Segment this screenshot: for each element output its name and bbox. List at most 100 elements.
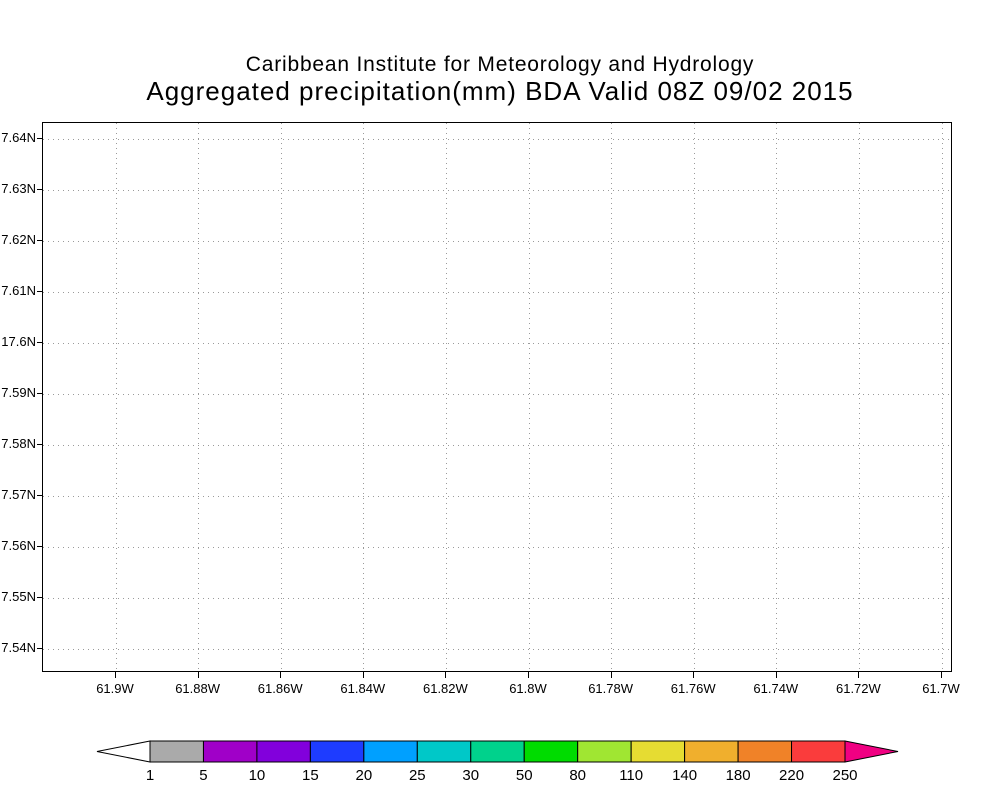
colorbar-segment (149, 740, 204, 763)
x-tick-label: 61.9W (96, 681, 134, 696)
x-tick-label: 61.76W (670, 681, 716, 696)
x-tick-mark (941, 672, 942, 678)
colorbar-segment (791, 740, 846, 763)
y-tick-mark (37, 648, 42, 649)
horizontal-gridline (43, 393, 951, 395)
vertical-gridline (198, 123, 200, 671)
colorbar-boundary-label: 25 (409, 767, 426, 784)
x-tick-mark (362, 672, 364, 678)
vertical-gridline (941, 123, 943, 671)
x-tick-mark (197, 672, 199, 678)
y-tick-mark (37, 342, 42, 343)
colorbar-boundary-label: 80 (569, 767, 586, 784)
horizontal-gridline (43, 240, 951, 242)
colorbar-boundary-label: 220 (779, 767, 804, 784)
y-tick-label: 7.55N (1, 589, 36, 604)
x-tick-label: 61.84W (340, 681, 386, 696)
x-tick-mark (528, 672, 529, 678)
vertical-gridline (858, 123, 860, 671)
colorbar-segment (684, 740, 739, 763)
vertical-gridline (776, 123, 778, 671)
colorbar-segment (256, 740, 311, 763)
horizontal-gridline (43, 597, 951, 599)
y-tick-label: 7.64N (1, 130, 36, 145)
horizontal-gridline (43, 444, 951, 446)
vertical-gridline (280, 123, 282, 671)
x-tick-label: 61.88W (175, 681, 220, 696)
y-tick-mark (37, 495, 42, 496)
horizontal-gridline (43, 495, 951, 497)
colorbar-boundary-label: 180 (726, 767, 751, 784)
colorbar-boundary-label: 140 (672, 767, 697, 784)
colorbar-legend: 1 5 10 15 20 25 30 50 80 110 140 180 220 250 (96, 740, 899, 784)
x-tick-label: 61.72W (835, 681, 881, 696)
y-tick-mark (37, 444, 42, 445)
colorbar-segment (577, 740, 632, 763)
x-tick-mark (115, 672, 116, 678)
colorbar-segment (309, 740, 365, 763)
y-tick-label: 7.63N (1, 181, 36, 196)
colorbar-segment (363, 740, 418, 763)
colorbar-boundary-label: 15 (302, 767, 319, 784)
colorbar-boundary-label: 110 (619, 767, 643, 784)
y-tick-label: 7.56N (1, 538, 36, 553)
y-tick-label: 17.6N (1, 334, 36, 349)
colorbar-segment (523, 740, 579, 763)
x-tick-label: 61.82W (422, 681, 468, 696)
colorbar-segment (737, 740, 793, 763)
colorbar-boundary-label: 20 (356, 767, 373, 784)
y-tick-mark (37, 291, 42, 292)
map-plot-area (42, 122, 952, 672)
horizontal-gridline (43, 648, 951, 650)
y-tick-label: 7.61N (1, 283, 36, 298)
colorbar-boundary-label: 1 (146, 767, 154, 784)
x-tick-mark (775, 672, 777, 678)
x-tick-label: 61.78W (588, 681, 633, 696)
institution-title: Caribbean Institute for Meteorology and … (245, 53, 755, 76)
y-tick-mark (37, 138, 42, 139)
colorbar-boundary-label: 10 (249, 767, 266, 784)
y-tick-label: 7.57N (1, 487, 36, 502)
x-tick-mark (280, 672, 282, 678)
horizontal-gridline (43, 291, 951, 293)
vertical-gridline (611, 123, 613, 671)
colorbar-right-arrow (844, 740, 899, 763)
colorbar-boundary-label: 30 (462, 767, 479, 784)
x-tick-label: 61.8W (509, 681, 547, 696)
y-tick-label: 7.59N (1, 385, 36, 400)
x-tick-label: 61.7W (922, 681, 960, 696)
chart-title: Aggregated precipitation(mm) BDA Valid 0… (146, 76, 854, 106)
colorbar-boundary-label: 250 (832, 767, 857, 784)
y-tick-mark (37, 546, 42, 547)
y-tick-mark (37, 240, 42, 241)
x-tick-label: 61.74W (753, 681, 799, 696)
colorbar-segment (202, 740, 258, 763)
colorbar-boundary-label: 5 (199, 767, 207, 784)
y-tick-label: 7.54N (1, 640, 36, 655)
horizontal-gridline (43, 342, 951, 344)
vertical-gridline (693, 123, 695, 671)
vertical-gridline (115, 123, 117, 671)
vertical-gridline (528, 123, 530, 671)
colorbar-boundary-label: 50 (516, 767, 533, 784)
colorbar-left-arrow (96, 740, 151, 763)
horizontal-gridline (43, 138, 951, 140)
x-tick-mark (858, 672, 860, 678)
vertical-gridline (445, 123, 447, 671)
vertical-gridline (363, 123, 365, 671)
x-tick-mark (610, 672, 612, 678)
colorbar-segment (630, 740, 686, 763)
x-tick-mark (445, 672, 447, 678)
y-tick-mark (37, 597, 42, 598)
colorbar-segment (470, 740, 525, 763)
horizontal-gridline (43, 189, 951, 191)
y-tick-label: 7.58N (1, 436, 36, 451)
y-tick-mark (37, 189, 42, 190)
x-tick-label: 61.86W (257, 681, 303, 696)
y-tick-mark (37, 393, 42, 394)
x-tick-mark (693, 672, 695, 678)
colorbar-segment (416, 740, 472, 763)
y-tick-label: 7.62N (1, 232, 36, 247)
horizontal-gridline (43, 546, 951, 548)
